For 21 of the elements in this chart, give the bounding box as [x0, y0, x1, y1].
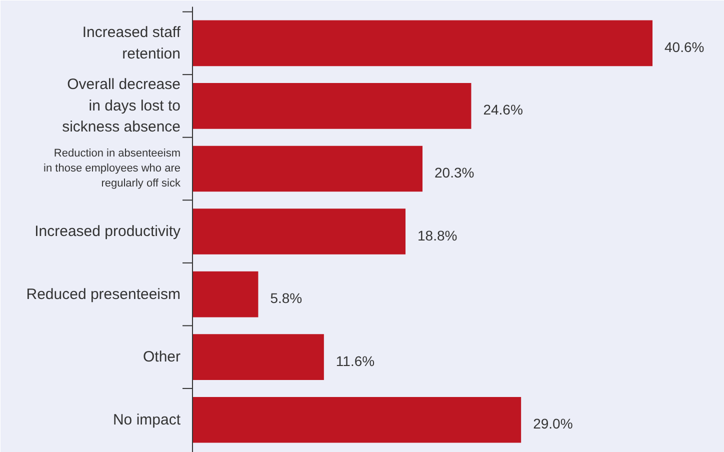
y-tick-label: Overall decrease in days lost to sickness absence	[62, 76, 181, 136]
data-label: 11.6%	[336, 352, 375, 369]
data-label: 29.0%	[533, 416, 573, 432]
data-label: 24.6%	[483, 102, 523, 118]
y-tick-label: No impact	[112, 411, 182, 428]
bar	[192, 20, 652, 66]
data-label: 5.8%	[270, 290, 302, 306]
y-tick-label: Increased staff retention	[82, 24, 182, 62]
y-tick-label: Other	[142, 348, 181, 366]
bar	[192, 146, 422, 192]
y-tick-label: Increased productivity	[34, 223, 181, 240]
bar	[192, 396, 522, 443]
bar	[192, 208, 406, 254]
data-label: 40.6%	[664, 38, 704, 55]
data-label: 20.3%	[434, 164, 474, 181]
y-tick-label: Reduction in absenteeism in those employees who are regularly off sick	[44, 148, 181, 190]
bar	[192, 334, 324, 380]
bar	[192, 271, 258, 318]
data-label: 18.8%	[418, 227, 458, 244]
y-tick-label: Reduced presenteeism	[26, 286, 181, 303]
bar	[192, 83, 472, 129]
